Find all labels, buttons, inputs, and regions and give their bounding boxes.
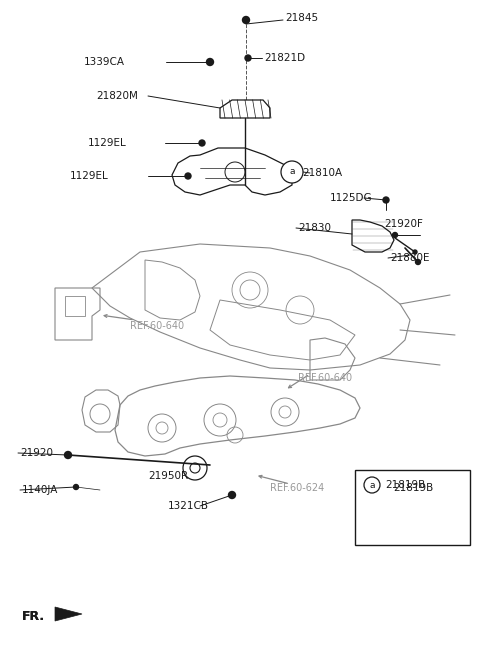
- Circle shape: [364, 477, 380, 493]
- Text: REF.60-640: REF.60-640: [298, 373, 352, 383]
- Text: 1129EL: 1129EL: [70, 171, 109, 181]
- Circle shape: [206, 59, 214, 66]
- Polygon shape: [55, 607, 82, 621]
- Circle shape: [199, 140, 205, 146]
- Text: 21820M: 21820M: [96, 91, 138, 101]
- Text: 1321CB: 1321CB: [168, 501, 209, 511]
- Text: 21819B: 21819B: [385, 480, 425, 490]
- Text: 21830: 21830: [298, 223, 331, 233]
- Polygon shape: [220, 100, 270, 118]
- Circle shape: [416, 260, 420, 264]
- Text: 21920F: 21920F: [384, 219, 423, 229]
- Text: 1125DG: 1125DG: [330, 193, 372, 203]
- Text: 21821D: 21821D: [264, 53, 305, 63]
- Circle shape: [245, 55, 251, 61]
- Text: REF.60-640: REF.60-640: [130, 321, 184, 331]
- Text: FR.: FR.: [22, 609, 45, 622]
- Bar: [355, 470, 470, 545]
- Circle shape: [393, 232, 397, 238]
- Circle shape: [413, 250, 417, 254]
- Text: FR.: FR.: [22, 609, 45, 622]
- Text: 21880E: 21880E: [390, 253, 430, 263]
- Text: a: a: [369, 480, 375, 490]
- Text: 1339CA: 1339CA: [84, 57, 125, 67]
- Text: 21810A: 21810A: [302, 168, 342, 178]
- Circle shape: [383, 197, 389, 203]
- Circle shape: [242, 16, 250, 23]
- Text: 21920: 21920: [20, 448, 53, 458]
- Text: 1140JA: 1140JA: [22, 485, 59, 495]
- Text: 1129EL: 1129EL: [88, 138, 127, 148]
- Circle shape: [64, 452, 72, 458]
- Circle shape: [73, 484, 79, 490]
- Text: 21950R: 21950R: [148, 471, 188, 481]
- Text: a: a: [289, 167, 295, 176]
- Circle shape: [281, 161, 303, 183]
- Text: 21845: 21845: [285, 13, 318, 23]
- Text: REF.60-624: REF.60-624: [270, 483, 324, 493]
- Circle shape: [185, 173, 191, 179]
- Circle shape: [228, 492, 236, 499]
- Text: 21819B: 21819B: [393, 483, 433, 493]
